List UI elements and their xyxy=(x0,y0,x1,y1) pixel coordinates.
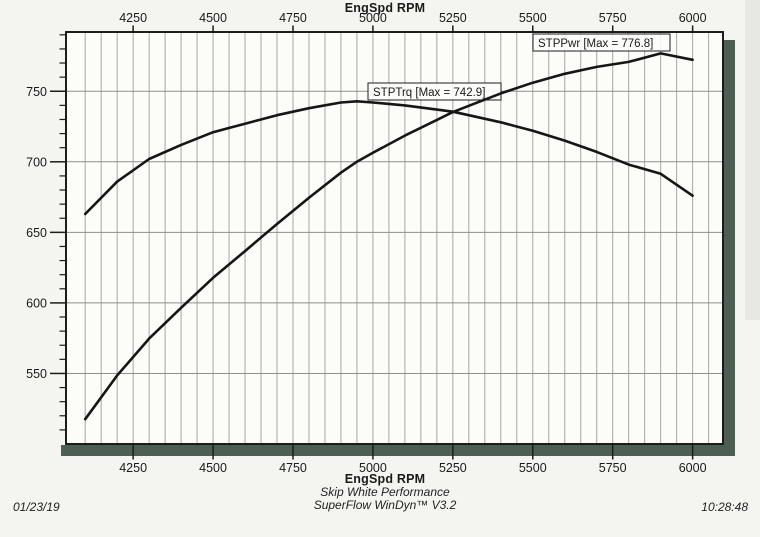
x-tick-label-bottom: 5250 xyxy=(439,461,467,475)
top-axis-title: EngSpd RPM xyxy=(344,1,426,15)
stppwr-max-label-box xyxy=(532,33,671,52)
x-tick-label-bottom: 4750 xyxy=(279,461,307,475)
x-tick-label-top: 4250 xyxy=(119,11,147,25)
x-tick-label-top: 5750 xyxy=(599,11,627,25)
bottom-axis-title: EngSpd RPM xyxy=(344,472,426,486)
stptrq-max-label-box xyxy=(367,82,502,101)
curve-stptrq xyxy=(83,100,694,216)
y-tick-label: 700 xyxy=(26,155,47,169)
plot-area xyxy=(66,32,723,444)
y-tick-label: 600 xyxy=(26,296,47,310)
plot-border xyxy=(65,31,724,445)
plot-shadow xyxy=(61,40,735,456)
y-tick-labels: 550 600 650 700 750 xyxy=(26,85,47,381)
y-tick-label: 650 xyxy=(26,226,47,240)
time-stamp: 10:28:48 xyxy=(701,500,748,514)
x-ticks xyxy=(132,25,694,460)
x-tick-label-bottom: 4500 xyxy=(199,461,227,475)
x-tick-label-bottom: 6000 xyxy=(679,461,707,475)
paper-edge-shading xyxy=(745,0,760,320)
date-stamp: 01/23/19 xyxy=(13,500,60,514)
plot-shadow-bottom xyxy=(61,445,735,456)
curve-stppwr xyxy=(83,52,694,421)
x-tick-label-bottom: 5750 xyxy=(599,461,627,475)
x-tick-label-top: 4500 xyxy=(199,11,227,25)
stppwr-max-label: STPPwr [Max = 776.8] xyxy=(532,33,671,52)
y-ticks xyxy=(50,34,66,431)
curve-max-labels: STPTrq [Max = 742.9] STPPwr [Max = 776.8] xyxy=(367,33,671,101)
stptrq-max-label-text: STPTrq [Max = 742.9] xyxy=(373,87,485,99)
x-tick-label-top: 6000 xyxy=(679,11,707,25)
footer: Skip White Performance SuperFlow WinDyn™… xyxy=(185,486,585,512)
stptrq-max-label: STPTrq [Max = 742.9] xyxy=(367,82,502,101)
x-tick-label-bottom: 5000 xyxy=(359,461,387,475)
plot-shadow-right xyxy=(724,40,735,456)
footer-company: Skip White Performance xyxy=(320,485,450,499)
x-gridlines xyxy=(84,32,710,444)
x-tick-label-top: 5000 xyxy=(359,11,387,25)
x-tick-label-bottom: 4250 xyxy=(119,461,147,475)
stppwr-max-label-text: STPPwr [Max = 776.8] xyxy=(538,38,653,50)
footer-software: SuperFlow WinDyn™ V3.2 xyxy=(313,498,457,512)
y-tick-label: 750 xyxy=(26,85,47,99)
x-tick-label-top: 5250 xyxy=(439,11,467,25)
x-tick-label-top: 4750 xyxy=(279,11,307,25)
x-tick-labels: 4250 4250 4500 4500 4750 4750 5000 5000 5250 5250… xyxy=(119,11,706,475)
x-tick-label-bottom: 5500 xyxy=(519,461,547,475)
x-tick-label-top: 5500 xyxy=(519,11,547,25)
y-tick-label: 550 xyxy=(26,367,47,381)
